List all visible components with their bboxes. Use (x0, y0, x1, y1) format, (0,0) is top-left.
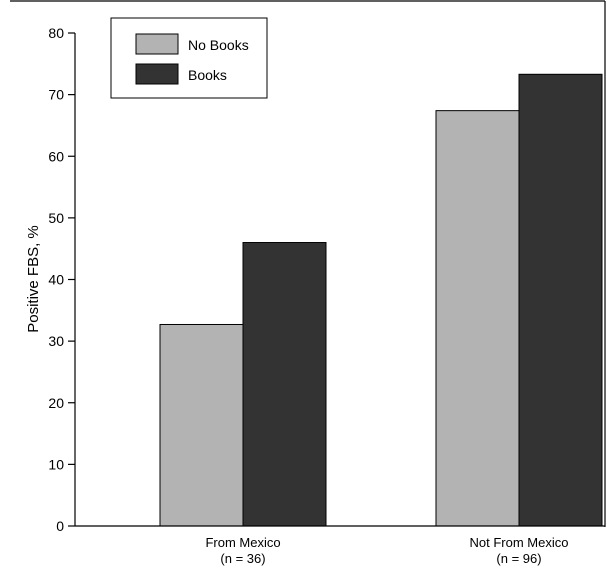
bar-no-books-not-from-mexico (435, 110, 520, 527)
category-label: Not From Mexico (470, 535, 569, 550)
bar-no-books-from-mexico (159, 323, 244, 527)
y-tick-label: 70 (48, 87, 64, 103)
y-tick-label: 10 (48, 456, 64, 472)
y-tick-label: 60 (48, 148, 64, 164)
y-tick-label: 40 (48, 272, 64, 288)
legend-swatch-no-books (135, 33, 179, 55)
category-label: From Mexico (205, 535, 280, 550)
y-tick-label: 20 (48, 395, 64, 411)
legend-swatch-books (135, 63, 179, 85)
y-axis-ticks: 0 10 20 30 40 50 60 70 80 (48, 25, 75, 534)
legend-label-books: Books (188, 67, 227, 83)
category-labels: From Mexico(n = 36) Not From Mexico(n = 9… (205, 535, 568, 566)
legend-label-no-books: No Books (188, 37, 249, 53)
legend-box (110, 17, 268, 99)
y-axis-title: Positive FBS, % (25, 225, 42, 333)
legend: No Books Books (110, 17, 268, 99)
category-sample-size: (n = 96) (496, 551, 541, 566)
y-tick-label: 30 (48, 333, 64, 349)
bar-books-not-from-mexico (518, 73, 603, 527)
y-tick-label: 50 (48, 210, 64, 226)
bars (159, 73, 603, 527)
y-tick-label: 80 (48, 25, 64, 41)
y-tick-label: 0 (56, 518, 64, 534)
category-sample-size: (n = 36) (220, 551, 265, 566)
bar-books-from-mexico (242, 242, 327, 527)
